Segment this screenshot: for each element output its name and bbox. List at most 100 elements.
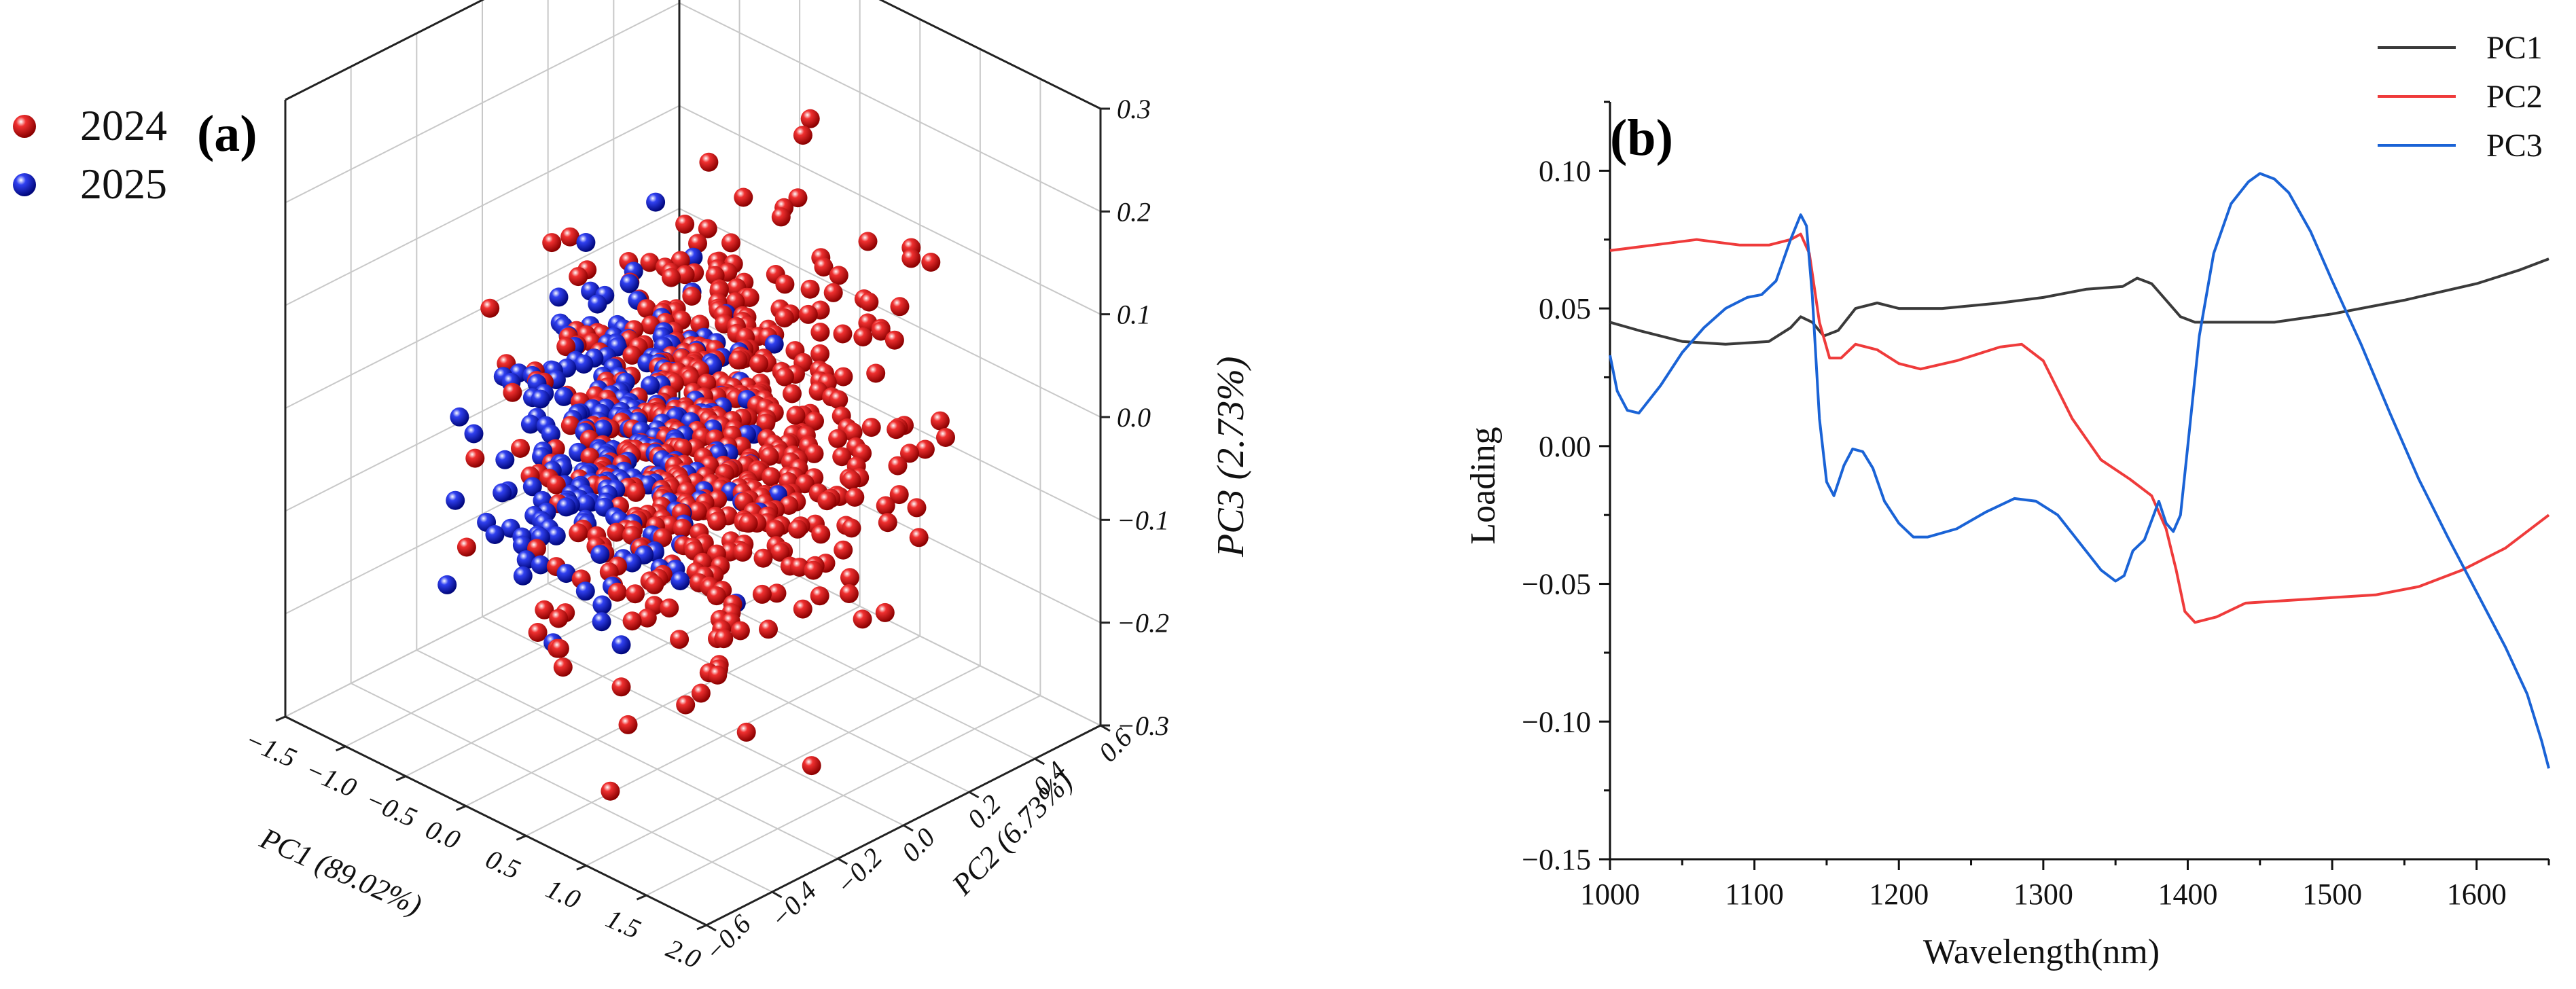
point-2024 [535,600,554,619]
legend-label-2024: 2024 [80,101,167,149]
point-2024 [921,253,941,272]
grid-line [285,105,680,306]
tick-mark [968,791,980,799]
tick-mark [576,864,587,871]
point-2024 [691,683,711,703]
point-2025 [590,545,610,564]
point-2024 [829,390,848,410]
point-2025 [622,553,642,573]
point-2025 [485,525,505,544]
point-2024 [569,523,588,543]
point-2024 [842,518,861,538]
point-2024 [550,639,569,658]
point-2024 [890,297,910,317]
point-2024 [676,695,696,715]
point-2024 [698,219,717,238]
tick-label-x: 1400 [2158,878,2217,911]
point-2024 [843,422,863,442]
point-2024 [823,283,843,302]
point-2025 [576,233,596,252]
tick-mark [395,775,406,782]
point-2024 [730,621,750,641]
point-2024 [637,299,656,319]
point-2025 [646,192,666,212]
point-2024 [675,215,695,234]
tick-label-x: 1200 [1869,878,1929,911]
point-2024 [901,249,921,268]
point-2024 [549,609,569,628]
loading-lines [1609,172,2550,769]
point-2024 [805,412,824,431]
point-2025 [620,274,639,293]
point-2025 [588,294,607,314]
point-2024 [687,502,707,521]
point-2024 [707,511,727,531]
tick-label-x: 1600 [2447,878,2507,911]
point-2024 [626,584,645,604]
point-2024 [810,344,830,363]
point-2024 [708,665,728,685]
point-2024 [662,268,681,287]
point-2024 [834,540,853,560]
point-2025 [574,355,594,374]
point-2024 [829,266,848,285]
point-2025 [513,566,533,586]
grid-line [879,0,1101,109]
tick-mark [903,824,914,832]
point-2025 [556,497,576,517]
point-2024 [622,345,642,365]
tick-label-pc3: −0.2 [1117,608,1169,639]
point-2025 [520,414,540,434]
point-2024 [728,350,748,370]
point-2024 [798,304,818,324]
tick-label-x: 1300 [2014,878,2073,911]
tick-label-y: −0.05 [1522,568,1591,601]
point-2024 [900,444,919,463]
point-2025 [575,581,595,601]
tick-label-pc1: −1.5 [240,724,301,773]
point-2025 [522,477,542,497]
series-line-pc2 [1609,232,2550,624]
tick-mark [706,924,717,932]
series-line-pc1 [1609,257,2550,346]
point-2025 [554,386,573,406]
point-2024 [480,298,500,318]
tick-label-y: −0.15 [1522,843,1591,876]
point-2024 [749,354,769,374]
series-line-pc3 [1609,172,2550,769]
point-2024 [828,429,848,448]
point-2024 [738,514,758,533]
point-2024 [788,188,808,208]
grid-line [285,2,680,204]
point-2025 [450,407,469,427]
point-2024 [817,491,837,511]
point-2024 [793,599,812,619]
legend-label-pc3: PC3 [2486,128,2543,164]
point-2025 [516,550,536,570]
point-2024 [771,207,791,227]
tick-mark [335,745,346,752]
tick-label-pc2: 0.0 [895,822,941,867]
point-2024 [670,630,690,649]
grid-line [416,649,838,859]
tick-label-pc3: 0.3 [1117,94,1151,124]
box-edge [285,715,707,927]
point-2024 [503,382,522,402]
point-2024 [770,542,790,562]
tick-label-pc1: −0.5 [361,784,421,833]
legend-marker-2025 [13,173,36,196]
panel-label-b: (b) [1610,109,1673,166]
panel-a-3d-scatter: −1.5−1.0−0.50.00.51.01.52.0−0.6−0.4−0.2 0… [13,0,1252,975]
point-2025 [576,494,595,514]
point-2024 [766,520,785,539]
tick-mark [837,857,848,865]
point-2024 [833,324,853,344]
tick-mark [456,805,467,811]
grid-line [548,583,970,793]
point-2024 [878,513,897,533]
point-2024 [714,629,734,649]
point-2024 [699,152,719,172]
point-2024 [814,257,834,277]
tick-label-pc3: 0.1 [1117,300,1151,330]
